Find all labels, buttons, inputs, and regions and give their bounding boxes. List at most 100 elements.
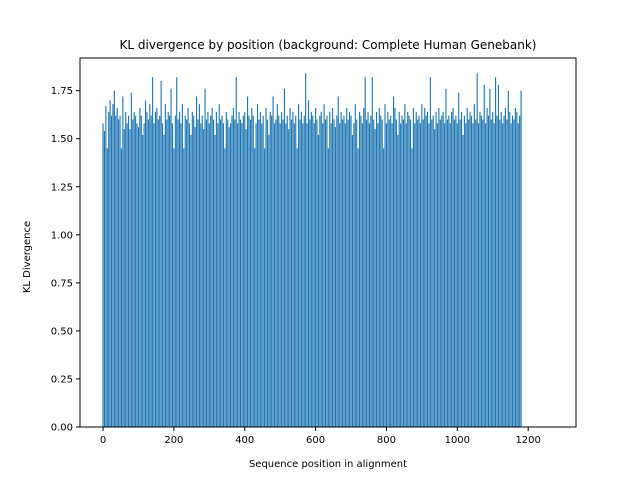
x-axis-ticks: 0 200 400 600 800 1000 1200 bbox=[100, 427, 541, 446]
bar bbox=[351, 134, 354, 428]
bar bbox=[259, 111, 261, 427]
bar bbox=[332, 107, 334, 427]
y-tick-label: 1.25 bbox=[51, 182, 73, 193]
bar bbox=[479, 111, 481, 427]
bar bbox=[208, 123, 210, 427]
bar bbox=[340, 111, 342, 427]
bar bbox=[300, 111, 302, 427]
bar bbox=[453, 119, 456, 427]
bar bbox=[203, 129, 205, 428]
bar bbox=[106, 148, 108, 427]
x-tick-label: 200 bbox=[164, 435, 183, 446]
bar bbox=[289, 107, 291, 427]
bar bbox=[309, 119, 311, 427]
bar bbox=[366, 119, 368, 427]
bar bbox=[195, 96, 198, 427]
bar bbox=[230, 123, 232, 427]
bar bbox=[299, 119, 301, 427]
bar bbox=[159, 115, 161, 427]
bar bbox=[174, 115, 176, 427]
bar bbox=[184, 115, 186, 427]
bar bbox=[169, 115, 171, 427]
bar bbox=[307, 100, 310, 427]
y-tick-label: 0.25 bbox=[51, 374, 73, 385]
bar bbox=[103, 131, 106, 427]
bar bbox=[449, 123, 451, 427]
bar bbox=[227, 119, 229, 427]
bar bbox=[269, 111, 271, 427]
bar bbox=[499, 119, 501, 427]
bar bbox=[326, 115, 328, 427]
bar bbox=[130, 92, 132, 427]
bar bbox=[118, 119, 120, 427]
bar bbox=[273, 123, 276, 427]
bar bbox=[102, 123, 104, 427]
bar bbox=[468, 119, 470, 427]
bar bbox=[333, 119, 335, 427]
bar bbox=[377, 123, 379, 427]
bar bbox=[281, 111, 283, 427]
bar bbox=[431, 119, 433, 427]
bar bbox=[160, 81, 162, 427]
bar bbox=[282, 119, 284, 427]
y-tick-label: 1.50 bbox=[51, 134, 73, 145]
bar bbox=[167, 111, 169, 427]
bar bbox=[110, 115, 113, 427]
bar bbox=[258, 119, 260, 427]
bar bbox=[313, 123, 315, 427]
bar bbox=[122, 96, 124, 427]
bar bbox=[215, 111, 217, 427]
bar bbox=[353, 123, 355, 427]
bar bbox=[407, 111, 409, 427]
bar bbox=[434, 129, 436, 428]
bar bbox=[390, 115, 392, 427]
x-tick-label: 1200 bbox=[515, 435, 540, 446]
bar bbox=[286, 115, 288, 427]
bar bbox=[191, 111, 193, 427]
bar bbox=[451, 111, 453, 427]
bar bbox=[303, 115, 305, 427]
bar bbox=[459, 119, 461, 427]
y-axis-label: KL Divergence bbox=[22, 221, 33, 293]
x-tick-label: 400 bbox=[235, 435, 254, 446]
bar bbox=[385, 123, 388, 427]
y-axis-ticks: 0.00 0.25 0.50 0.75 1.00 1.25 1.50 1.75 bbox=[51, 86, 80, 434]
bar bbox=[221, 115, 223, 427]
bar bbox=[485, 123, 487, 427]
bar bbox=[142, 134, 144, 428]
bar bbox=[176, 77, 178, 427]
bar bbox=[275, 119, 277, 427]
bar bbox=[360, 115, 362, 427]
bar bbox=[323, 104, 325, 428]
bar bbox=[341, 119, 344, 427]
bar bbox=[255, 123, 257, 427]
bar bbox=[480, 115, 482, 427]
bar bbox=[183, 148, 185, 427]
bar bbox=[387, 111, 389, 427]
bar bbox=[470, 115, 473, 427]
bar bbox=[486, 107, 488, 427]
bar bbox=[320, 111, 322, 427]
y-tick-label: 1.75 bbox=[51, 86, 73, 97]
bar bbox=[506, 119, 508, 427]
bar bbox=[510, 123, 512, 427]
bar bbox=[157, 119, 159, 427]
bar bbox=[306, 123, 308, 427]
bar bbox=[391, 123, 393, 427]
bar bbox=[402, 119, 405, 427]
bar bbox=[132, 119, 134, 427]
bar bbox=[164, 104, 166, 428]
bar bbox=[152, 77, 154, 427]
bar bbox=[109, 100, 111, 427]
bar bbox=[478, 123, 480, 427]
bar bbox=[144, 100, 147, 427]
bar bbox=[163, 134, 165, 428]
bar bbox=[448, 115, 450, 427]
bar bbox=[334, 127, 336, 427]
bar bbox=[400, 123, 402, 427]
bar bbox=[367, 111, 369, 427]
bar bbox=[361, 123, 363, 427]
bar bbox=[190, 134, 192, 428]
bar bbox=[150, 115, 152, 427]
